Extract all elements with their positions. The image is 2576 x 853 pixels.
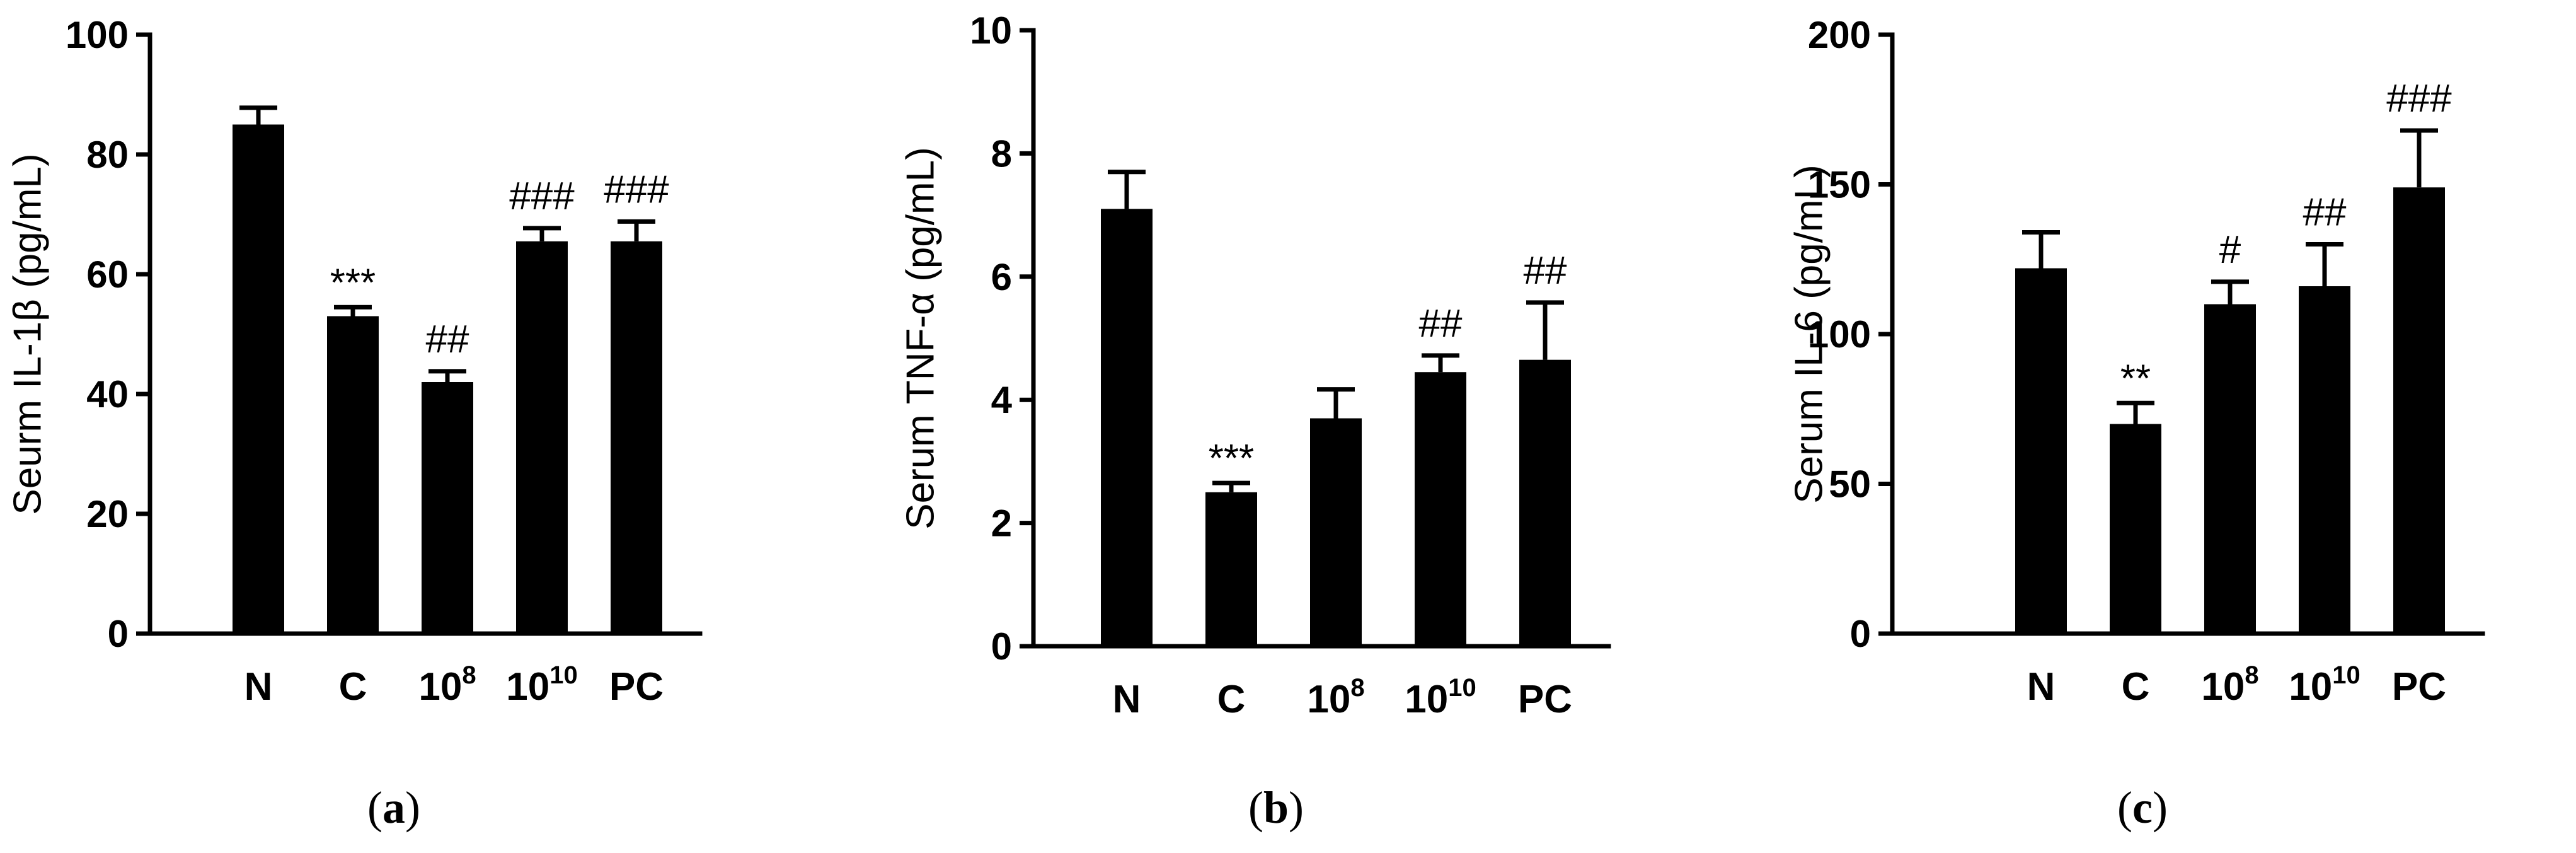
bar (1101, 209, 1153, 647)
y-tick-label: 0 (1850, 613, 1871, 655)
significance-label: *** (1209, 437, 1254, 480)
x-tick-label: 108 (418, 661, 476, 709)
bar (2299, 286, 2350, 634)
bar (1310, 418, 1362, 646)
x-tick-label-base: N (244, 665, 273, 709)
panel-a-chart: 020406080100N***C##108###1010###PCSeurm … (6, 14, 703, 833)
significance-label: ** (2120, 357, 2151, 400)
x-tick-label: 1010 (506, 661, 577, 709)
panel-letter: a (382, 782, 405, 833)
x-tick-label: N (2027, 665, 2056, 709)
y-tick-label: 10 (970, 9, 1012, 52)
x-tick-label-exponent: 10 (1448, 674, 1476, 702)
panel-label: (c) (2117, 782, 2168, 833)
y-axis-label: Serum TNF-α (pg/mL) (899, 147, 942, 530)
panel-paren: ( (1248, 782, 1263, 833)
bar (1205, 492, 1257, 646)
panel-label: (b) (1248, 782, 1304, 833)
x-tick-label: 1010 (2289, 661, 2360, 709)
x-tick-label-base: N (1113, 678, 1141, 721)
x-tick-label-exponent: 10 (549, 661, 578, 689)
bar (2393, 187, 2445, 634)
x-tick-label: PC (1518, 678, 1572, 721)
x-tick-label-base: PC (609, 665, 664, 709)
x-tick-label: C (2122, 665, 2150, 709)
bar (2204, 304, 2256, 634)
x-tick-label-base: N (2027, 665, 2056, 709)
x-tick-label: 108 (2201, 661, 2258, 709)
significance-label: ## (1524, 249, 1567, 293)
panel-label: (a) (367, 782, 420, 833)
x-tick-label: C (339, 665, 367, 709)
significance-label: ## (426, 318, 469, 361)
panel-letter: b (1263, 782, 1289, 833)
y-tick-label: 100 (66, 14, 129, 56)
y-tick-label: 40 (86, 373, 129, 415)
panel-paren: ) (1289, 782, 1304, 833)
y-tick-label: 150 (1808, 164, 1871, 206)
x-tick-label-base: C (1217, 678, 1246, 721)
x-tick-label-exponent: 8 (462, 661, 476, 689)
significance-label: ### (2386, 77, 2452, 120)
x-tick-label: PC (2392, 665, 2446, 709)
x-tick-label-base: 10 (506, 665, 549, 709)
x-tick-label-exponent: 8 (1350, 674, 1364, 702)
x-tick-label: N (244, 665, 273, 709)
x-tick-label-base: 10 (2289, 665, 2332, 709)
bar (1415, 372, 1466, 646)
x-tick-label-base: C (2122, 665, 2150, 709)
x-tick-label-base: PC (1518, 678, 1572, 721)
x-tick-label: C (1217, 678, 1246, 721)
bar (2015, 268, 2067, 634)
x-tick-label-base: 10 (418, 665, 462, 709)
y-tick-label: 2 (991, 502, 1012, 545)
panel-paren: ) (405, 782, 420, 833)
x-tick-label-base: PC (2392, 665, 2446, 709)
bar (611, 241, 662, 634)
y-axis-label: Serum IL-6 (pg/mL) (1787, 165, 1831, 504)
bar (2110, 424, 2161, 634)
significance-label: # (2219, 228, 2241, 272)
y-tick-label: 80 (86, 134, 129, 176)
y-tick-label: 6 (991, 256, 1012, 298)
y-tick-label: 8 (991, 132, 1012, 175)
x-tick-label-base: 10 (1405, 678, 1448, 721)
bar (422, 382, 473, 634)
panel-paren: ) (2153, 782, 2168, 833)
bar (327, 316, 379, 634)
bar (1519, 359, 1571, 646)
panel-paren: ( (367, 782, 382, 833)
y-tick-label: 100 (1808, 313, 1871, 356)
y-tick-label: 20 (86, 493, 129, 535)
x-tick-label-base: C (339, 665, 367, 709)
panel-paren: ( (2117, 782, 2132, 833)
panel-letter: c (2132, 782, 2153, 833)
x-tick-label: N (1113, 678, 1141, 721)
y-tick-label: 200 (1808, 14, 1871, 56)
x-tick-label-exponent: 8 (2245, 661, 2258, 689)
significance-label: ### (604, 168, 669, 211)
x-tick-label-exponent: 10 (2332, 661, 2360, 689)
y-tick-label: 0 (108, 613, 129, 655)
bar (516, 241, 568, 634)
x-tick-label-base: 10 (2201, 665, 2245, 709)
significance-label: ## (1419, 302, 1463, 345)
y-tick-label: 4 (991, 379, 1013, 421)
bar (233, 124, 284, 634)
x-tick-label: 108 (1307, 674, 1364, 721)
significance-label: ## (2303, 191, 2347, 235)
x-tick-label-base: 10 (1307, 678, 1350, 721)
y-tick-label: 50 (1829, 463, 1871, 506)
y-tick-label: 60 (86, 253, 129, 296)
significance-label: ### (509, 175, 575, 218)
significance-label: *** (330, 261, 376, 305)
x-tick-label: 1010 (1405, 674, 1476, 721)
y-tick-label: 0 (991, 625, 1012, 668)
x-tick-label: PC (609, 665, 664, 709)
y-axis-label: Seurm IL-1β (pg/mL) (6, 153, 49, 514)
